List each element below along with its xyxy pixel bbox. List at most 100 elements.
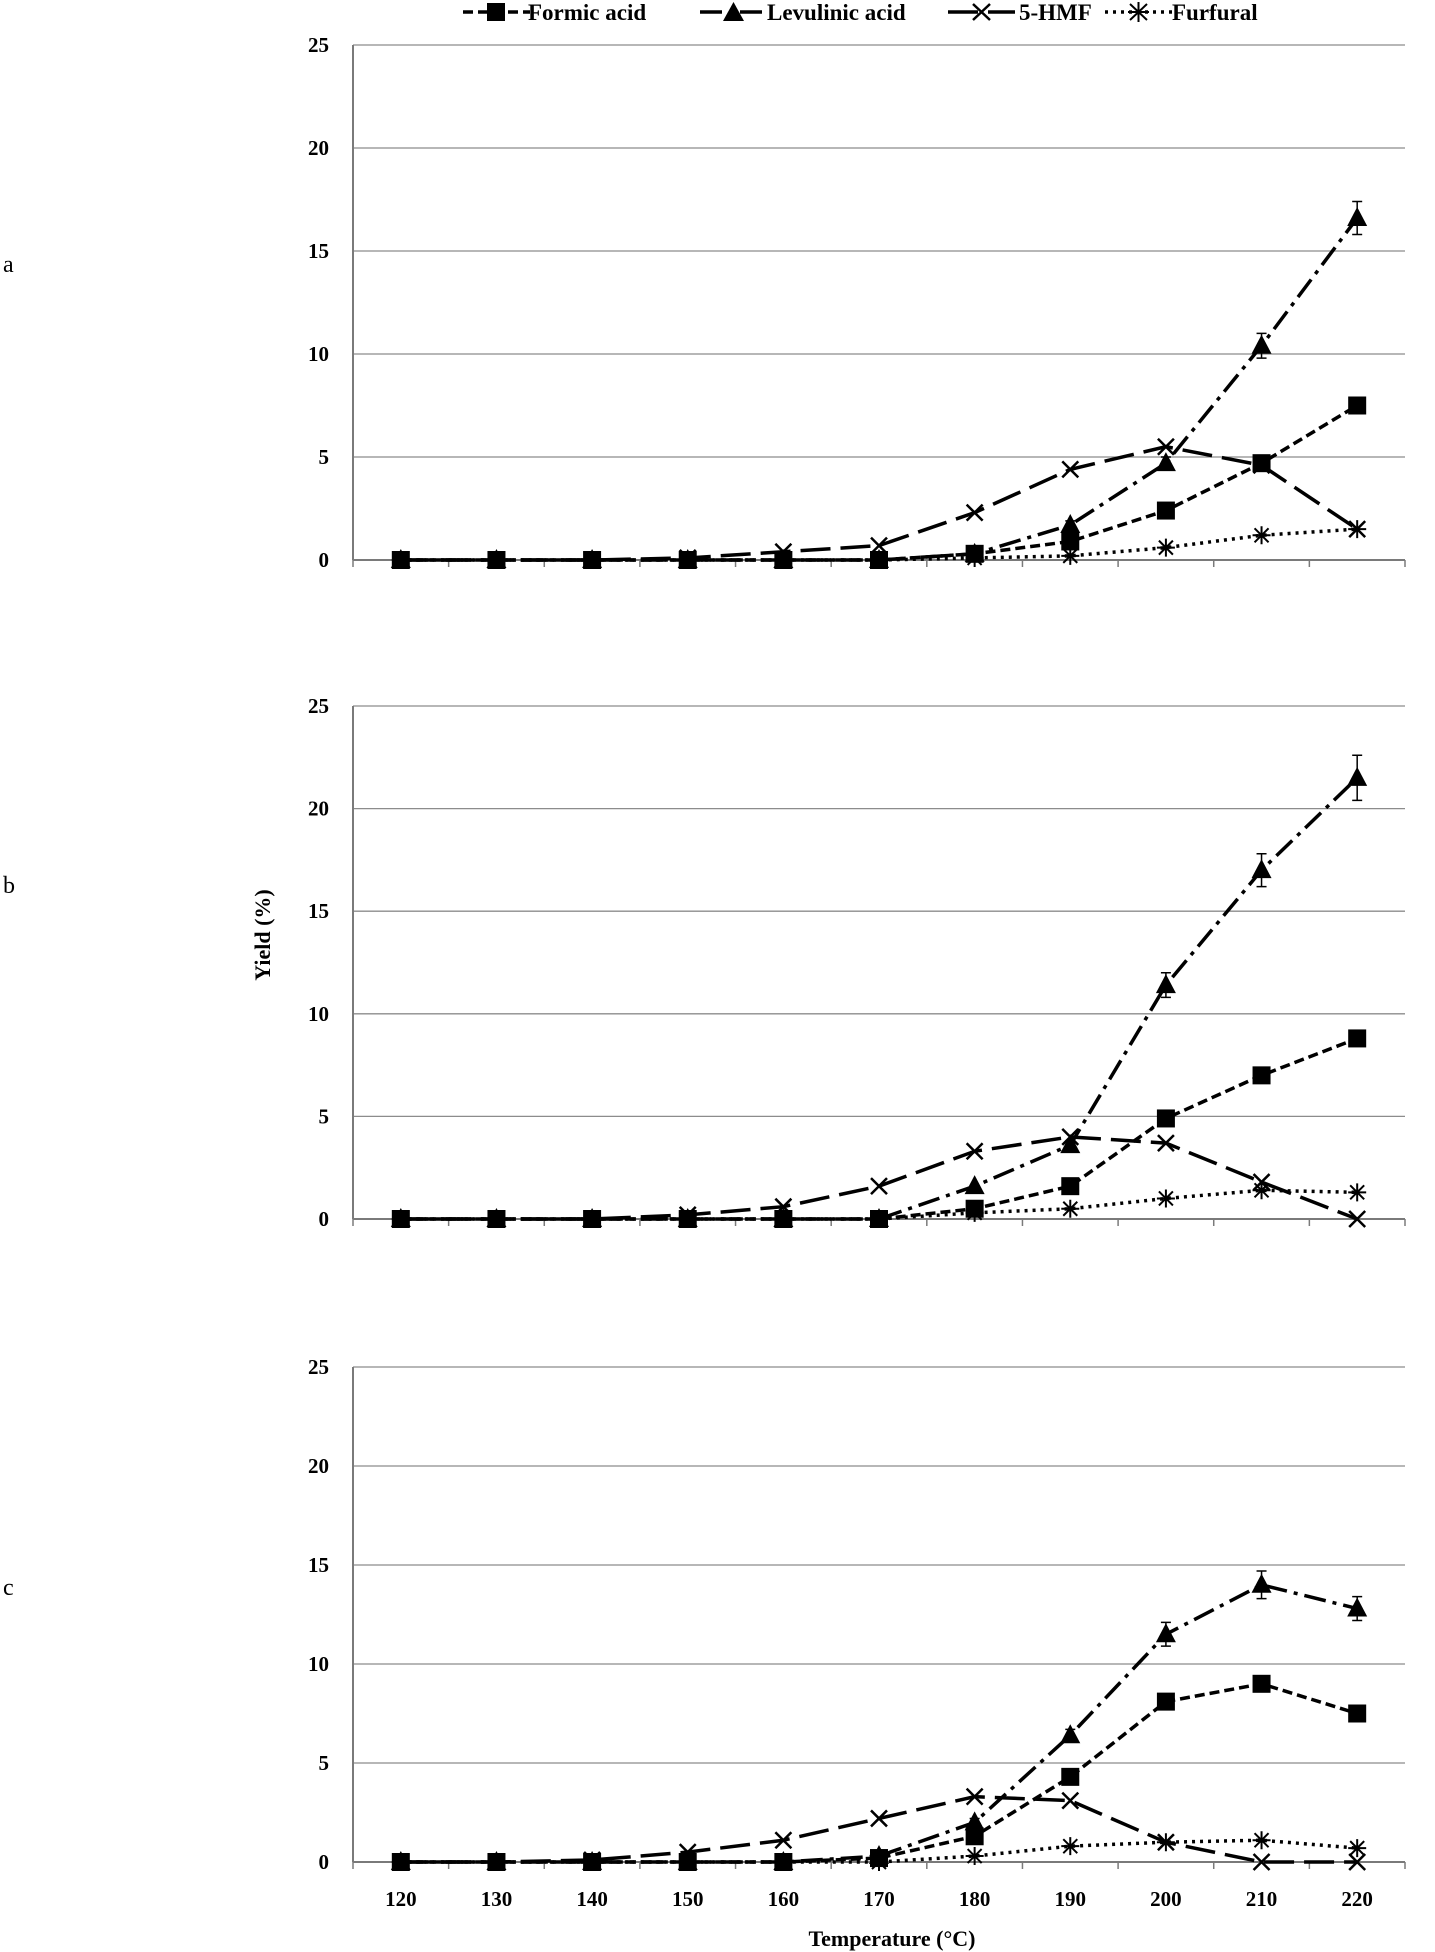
data-point-furfural bbox=[1348, 1183, 1367, 1202]
data-point-formic-acid bbox=[1061, 532, 1080, 551]
y-tick-label: 0 bbox=[319, 1207, 330, 1231]
y-tick-label: 10 bbox=[308, 1652, 329, 1676]
data-point-furfural bbox=[1252, 1181, 1271, 1200]
x-tick-label: 210 bbox=[1246, 1887, 1278, 1911]
series-formic-acid bbox=[391, 1029, 1367, 1228]
data-point-formic-acid bbox=[1156, 501, 1175, 520]
data-point-formic-acid bbox=[1252, 1674, 1271, 1693]
y-tick-label: 15 bbox=[308, 899, 329, 923]
data-point-furfural bbox=[391, 1853, 410, 1871]
data-point-furfural bbox=[487, 551, 506, 569]
legend-item-5-hmf: 5-HMF bbox=[948, 0, 1092, 25]
y-tick-label: 5 bbox=[319, 445, 330, 469]
panel-a: 0 5 10 15 20 25 a bbox=[3, 33, 1406, 572]
data-point-furfural bbox=[583, 1210, 602, 1228]
series-5-hmf bbox=[391, 437, 1367, 569]
legend-label-formic-acid: Formic acid bbox=[528, 0, 646, 25]
data-point-furfural bbox=[1061, 1199, 1080, 1218]
y-tick-label: 20 bbox=[308, 136, 329, 160]
data-point-furfural bbox=[1348, 520, 1367, 539]
data-point-furfural bbox=[1252, 526, 1271, 545]
y-tick-label: 5 bbox=[319, 1751, 330, 1775]
data-point-levulinic-acid bbox=[1155, 1623, 1176, 1643]
panel-b: 0 5 10 15 20 25 b bbox=[3, 694, 1406, 1231]
series-line-5-hmf bbox=[400, 1135, 1358, 1221]
data-point-levulinic-acid bbox=[1347, 207, 1368, 227]
data-point-5-hmf bbox=[1157, 1134, 1175, 1152]
x-axis-title: Temperature (°C) bbox=[808, 1926, 975, 1951]
data-point-furfural bbox=[1156, 1189, 1175, 1208]
data-point-formic-acid bbox=[965, 1827, 984, 1846]
series-line-levulinic-acid bbox=[400, 216, 1359, 562]
data-point-formic-acid bbox=[1156, 1692, 1175, 1711]
data-point-5-hmf bbox=[870, 1809, 888, 1828]
y-tick-label: 5 bbox=[319, 1104, 330, 1128]
x-tick-label: 150 bbox=[672, 1887, 704, 1911]
data-point-furfural bbox=[678, 1853, 697, 1871]
data-point-levulinic-acid bbox=[964, 1811, 985, 1831]
data-point-furfural bbox=[965, 1847, 984, 1866]
data-point-furfural bbox=[678, 1210, 697, 1228]
series-line-formic-acid bbox=[400, 1682, 1358, 1864]
series-line-formic-acid bbox=[400, 1036, 1358, 1221]
data-point-formic-acid bbox=[1061, 1177, 1080, 1196]
series-line-levulinic-acid bbox=[400, 1582, 1358, 1864]
x-tick-label: 160 bbox=[768, 1887, 800, 1911]
series-levulinic-acid bbox=[390, 200, 1368, 568]
y-tick-label: 25 bbox=[308, 33, 329, 57]
data-point-furfural bbox=[774, 551, 793, 569]
data-point-furfural bbox=[1348, 1839, 1367, 1858]
y-tick-label: 10 bbox=[308, 1002, 329, 1026]
x-axis-ticks: 120 130 140 150 160 170 180 190 200 210 220 bbox=[385, 1887, 1373, 1911]
series-line-formic-acid bbox=[400, 404, 1359, 562]
data-point-furfural bbox=[1156, 1833, 1175, 1852]
legend: Formic acid Levulinic acid 5-HMF Furfura… bbox=[463, 0, 1258, 25]
data-point-furfural bbox=[487, 1210, 506, 1228]
data-point-furfural bbox=[391, 1210, 410, 1228]
x-tick-label: 140 bbox=[576, 1887, 608, 1911]
data-point-furfural bbox=[678, 551, 697, 569]
data-point-5-hmf bbox=[965, 1787, 984, 1806]
series-furfural bbox=[391, 1831, 1367, 1871]
data-point-furfural bbox=[1252, 1831, 1271, 1850]
data-point-furfural bbox=[774, 1853, 793, 1871]
data-point-5-hmf bbox=[1157, 437, 1175, 456]
panel-label-a: a bbox=[3, 252, 14, 278]
data-point-5-hmf bbox=[1252, 456, 1271, 475]
data-point-furfural bbox=[965, 1203, 984, 1222]
data-point-furfural bbox=[1156, 538, 1175, 557]
y-tick-label: 0 bbox=[319, 1850, 330, 1874]
data-point-5-hmf bbox=[1252, 1853, 1271, 1871]
series-line-5-hmf bbox=[400, 444, 1359, 562]
legend-label-levulinic-acid: Levulinic acid bbox=[767, 0, 906, 25]
data-point-furfural bbox=[965, 548, 984, 567]
data-point-5-hmf bbox=[774, 1831, 793, 1850]
x-tick-label: 170 bbox=[863, 1887, 895, 1911]
legend-label-5-hmf: 5-HMF bbox=[1019, 0, 1092, 25]
panel-label-c: c bbox=[3, 1575, 14, 1601]
data-point-5-hmf bbox=[965, 1142, 984, 1161]
data-point-furfural bbox=[870, 1210, 888, 1228]
x-tick-label: 190 bbox=[1055, 1887, 1087, 1911]
data-point-5-hmf bbox=[1061, 460, 1080, 479]
y-tick-label: 25 bbox=[308, 694, 329, 718]
series-furfural bbox=[391, 1181, 1367, 1228]
data-point-furfural bbox=[487, 1853, 506, 1871]
y-tick-label: 20 bbox=[308, 797, 329, 821]
legend-item-furfural: Furfural bbox=[1105, 0, 1258, 25]
data-point-5-hmf bbox=[965, 503, 984, 522]
data-point-5-hmf bbox=[870, 1177, 888, 1196]
data-point-furfural bbox=[1061, 546, 1080, 565]
x-tick-label: 180 bbox=[959, 1887, 991, 1911]
data-point-furfural bbox=[583, 1853, 602, 1871]
data-point-levulinic-acid bbox=[1251, 334, 1272, 354]
data-point-levulinic-acid bbox=[1251, 1573, 1272, 1593]
data-point-levulinic-acid bbox=[1060, 513, 1081, 533]
y-tick-label: 10 bbox=[308, 342, 329, 366]
panel-c: 0 5 10 15 20 25 c bbox=[3, 1355, 1406, 1874]
data-point-levulinic-acid bbox=[1347, 766, 1368, 786]
data-point-formic-acid bbox=[1252, 1066, 1271, 1085]
y-tick-label: 15 bbox=[308, 239, 329, 263]
data-point-formic-acid bbox=[1156, 1109, 1175, 1128]
